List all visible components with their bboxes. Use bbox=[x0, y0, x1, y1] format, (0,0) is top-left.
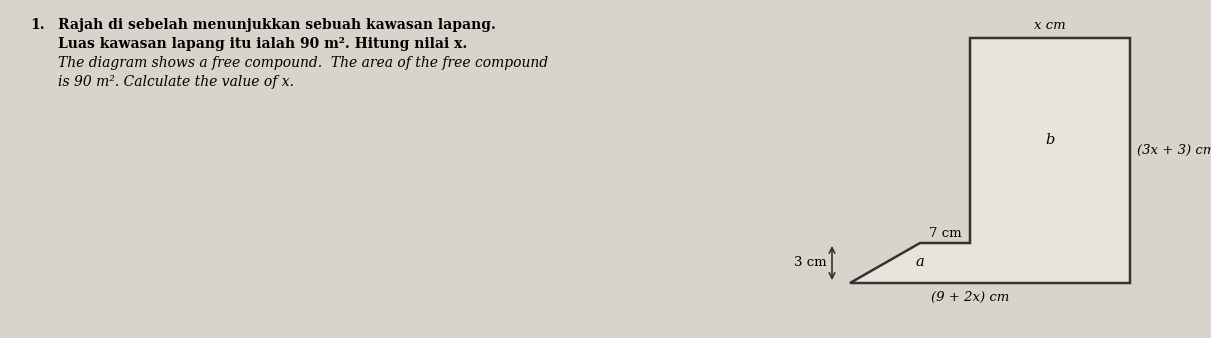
Text: b: b bbox=[1045, 134, 1055, 147]
Text: 1.: 1. bbox=[30, 18, 45, 32]
Text: Rajah di sebelah menunjukkan sebuah kawasan lapang.: Rajah di sebelah menunjukkan sebuah kawa… bbox=[58, 18, 495, 32]
Text: (3x + 3) cm: (3x + 3) cm bbox=[1137, 144, 1211, 157]
Text: The diagram shows a free compound.  The area of the free compound: The diagram shows a free compound. The a… bbox=[58, 56, 549, 70]
Text: a: a bbox=[916, 255, 924, 269]
Text: 3 cm: 3 cm bbox=[794, 257, 827, 269]
Text: x cm: x cm bbox=[1034, 19, 1066, 32]
Polygon shape bbox=[850, 38, 1130, 283]
Text: Luas kawasan lapang itu ialah 90 m². Hitung nilai x.: Luas kawasan lapang itu ialah 90 m². Hit… bbox=[58, 37, 467, 51]
Text: 7 cm: 7 cm bbox=[929, 227, 962, 240]
Text: is 90 m². Calculate the value of x.: is 90 m². Calculate the value of x. bbox=[58, 75, 294, 89]
Text: (9 + 2x) cm: (9 + 2x) cm bbox=[931, 291, 1009, 304]
